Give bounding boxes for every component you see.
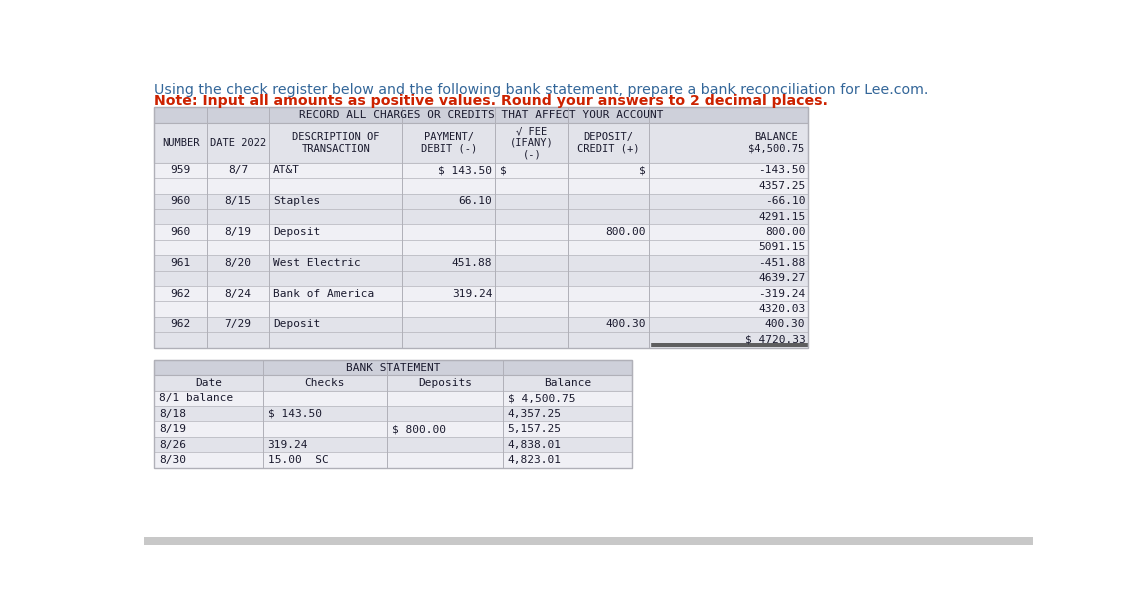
Text: 4320.03: 4320.03: [758, 304, 806, 314]
Text: DEPOSIT/
CREDIT (+): DEPOSIT/ CREDIT (+): [577, 132, 639, 154]
Text: BALANCE
$4,500.75: BALANCE $4,500.75: [747, 132, 804, 154]
Text: 8/15: 8/15: [225, 196, 251, 206]
Bar: [154, 163, 808, 178]
Bar: [154, 452, 631, 468]
Bar: [154, 209, 808, 225]
Bar: [154, 301, 808, 317]
Text: Note: Input all amounts as positive values. Round your answers to 2 decimal plac: Note: Input all amounts as positive valu…: [154, 94, 829, 108]
Text: 451.88: 451.88: [452, 258, 492, 268]
Text: Deposit: Deposit: [273, 319, 320, 329]
Bar: [154, 406, 631, 422]
Text: Staples: Staples: [273, 196, 320, 206]
Text: 8/19: 8/19: [225, 227, 251, 237]
Bar: [154, 422, 631, 437]
Bar: [154, 360, 631, 375]
Text: 4357.25: 4357.25: [758, 181, 806, 191]
Text: 8/19: 8/19: [160, 424, 186, 434]
Bar: [154, 390, 631, 406]
Bar: [154, 286, 808, 301]
Text: NUMBER: NUMBER: [162, 138, 200, 147]
Text: 319.24: 319.24: [452, 289, 492, 299]
Text: 400.30: 400.30: [765, 319, 806, 329]
Text: 4,838.01: 4,838.01: [507, 439, 561, 450]
Text: 319.24: 319.24: [267, 439, 308, 450]
Text: $: $: [639, 165, 645, 176]
Bar: [154, 360, 631, 468]
Text: 15.00  SC: 15.00 SC: [267, 455, 328, 465]
Bar: [154, 123, 808, 163]
Bar: [154, 178, 808, 193]
Text: -66.10: -66.10: [765, 196, 806, 206]
Text: 66.10: 66.10: [458, 196, 492, 206]
Text: 8/18: 8/18: [160, 409, 186, 419]
Text: -451.88: -451.88: [758, 258, 806, 268]
Text: 961: 961: [171, 258, 191, 268]
Bar: [154, 255, 808, 271]
Text: $ 4720.33: $ 4720.33: [745, 335, 806, 345]
Text: $ 4,500.75: $ 4,500.75: [507, 394, 575, 403]
Text: -319.24: -319.24: [758, 289, 806, 299]
Text: 4291.15: 4291.15: [758, 212, 806, 222]
Text: 962: 962: [171, 319, 191, 329]
Text: Deposits: Deposits: [418, 378, 472, 388]
Text: 800.00: 800.00: [605, 227, 645, 237]
Text: 7/29: 7/29: [225, 319, 251, 329]
Text: $ 143.50: $ 143.50: [439, 165, 492, 176]
Text: -143.50: -143.50: [758, 165, 806, 176]
Text: 962: 962: [171, 289, 191, 299]
Text: 4,357.25: 4,357.25: [507, 409, 561, 419]
Text: RECORD ALL CHARGES OR CREDITS THAT AFFECT YOUR ACCOUNT: RECORD ALL CHARGES OR CREDITS THAT AFFEC…: [300, 110, 664, 120]
Text: 8/20: 8/20: [225, 258, 251, 268]
Bar: [154, 317, 808, 332]
Text: West Electric: West Electric: [273, 258, 360, 268]
Text: Bank of America: Bank of America: [273, 289, 374, 299]
Text: 400.30: 400.30: [605, 319, 645, 329]
Text: 4639.27: 4639.27: [758, 274, 806, 283]
Bar: [154, 193, 808, 209]
Bar: [154, 240, 808, 255]
Text: 8/24: 8/24: [225, 289, 251, 299]
Text: $ 143.50: $ 143.50: [267, 409, 321, 419]
Text: BANK STATEMENT: BANK STATEMENT: [346, 362, 441, 373]
Bar: [154, 107, 808, 123]
Text: 8/1 balance: 8/1 balance: [160, 394, 233, 403]
Bar: [154, 271, 808, 286]
Text: 5,157.25: 5,157.25: [507, 424, 561, 434]
Text: Deposit: Deposit: [273, 227, 320, 237]
Text: DESCRIPTION OF
TRANSACTION: DESCRIPTION OF TRANSACTION: [292, 132, 380, 154]
Text: Using the check register below and the following bank statement, prepare a bank : Using the check register below and the f…: [154, 83, 929, 97]
Text: $: $: [501, 165, 506, 176]
Text: DATE 2022: DATE 2022: [210, 138, 266, 147]
Text: 8/26: 8/26: [160, 439, 186, 450]
Text: 960: 960: [171, 196, 191, 206]
Text: 8/7: 8/7: [228, 165, 248, 176]
Text: 4,823.01: 4,823.01: [507, 455, 561, 465]
Text: 8/30: 8/30: [160, 455, 186, 465]
Text: $ 800.00: $ 800.00: [391, 424, 445, 434]
Text: PAYMENT/
DEBIT (-): PAYMENT/ DEBIT (-): [420, 132, 476, 154]
Text: Checks: Checks: [304, 378, 346, 388]
Bar: [144, 537, 1033, 545]
Bar: [154, 437, 631, 452]
Text: √ FEE
(IFANY)
(-): √ FEE (IFANY) (-): [510, 126, 553, 159]
Text: 960: 960: [171, 227, 191, 237]
Text: 959: 959: [171, 165, 191, 176]
Text: 800.00: 800.00: [765, 227, 806, 237]
Text: Balance: Balance: [544, 378, 591, 388]
Text: AT&T: AT&T: [273, 165, 300, 176]
Text: 5091.15: 5091.15: [758, 242, 806, 253]
Bar: [154, 107, 808, 348]
Text: Date: Date: [195, 378, 222, 388]
Bar: [154, 332, 808, 348]
Bar: [154, 375, 631, 390]
Bar: [154, 225, 808, 240]
